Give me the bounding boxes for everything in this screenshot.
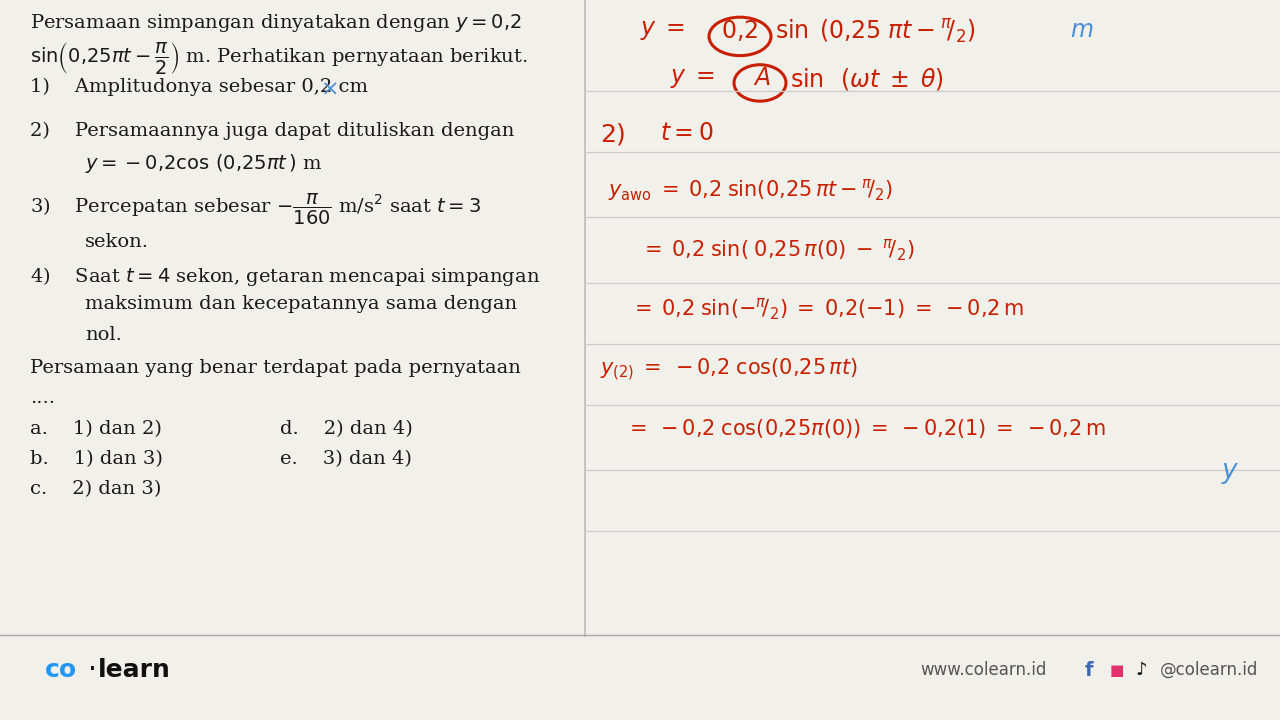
- Text: nol.: nol.: [84, 325, 122, 343]
- Text: $=\;0{,}2\;\sin\!\left(\;0{,}25\,\pi(0)\;-\;{}^{\pi}\!/_{2}\right)$: $=\;0{,}2\;\sin\!\left(\;0{,}25\,\pi(0)\…: [640, 238, 914, 264]
- Text: $y$: $y$: [1221, 460, 1240, 486]
- Text: c.    2) dan 3): c. 2) dan 3): [29, 480, 161, 498]
- Text: @colearn.id: @colearn.id: [1160, 661, 1258, 679]
- Text: $t=0$: $t=0$: [660, 122, 714, 145]
- Text: sekon.: sekon.: [84, 233, 148, 251]
- Text: $2)$: $2)$: [600, 122, 626, 148]
- Text: e.    3) dan 4): e. 3) dan 4): [280, 450, 412, 468]
- Text: $0{,}2$: $0{,}2$: [722, 18, 759, 43]
- Text: 1)    Amplitudonya sebesar 0,2 cm: 1) Amplitudonya sebesar 0,2 cm: [29, 78, 369, 96]
- Text: $\sin\;\left(0{,}25\;\pi t - {}^{\pi}\!/_{2}\right)$: $\sin\;\left(0{,}25\;\pi t - {}^{\pi}\!/…: [774, 18, 975, 46]
- Text: $=\;0{,}2\;\sin\!\left(-{}^{\pi}\!/_{2}\right)\;=\;0{,}2(-1)\;=\;-0{,}2\,\mathrm: $=\;0{,}2\;\sin\!\left(-{}^{\pi}\!/_{2}\…: [630, 297, 1024, 322]
- Text: 2)    Persamaannya juga dapat dituliskan dengan: 2) Persamaannya juga dapat dituliskan de…: [29, 122, 515, 140]
- Text: $y\;=\;$: $y\;=\;$: [669, 66, 714, 90]
- Text: $\times$: $\times$: [320, 78, 338, 100]
- Text: $\sin\!\left(0{,}25\pi t - \dfrac{\pi}{2}\right)$ m. Perhatikan pernyataan berik: $\sin\!\left(0{,}25\pi t - \dfrac{\pi}{2…: [29, 40, 527, 76]
- Text: $y_{(2)}\;=\;-0{,}2\;\cos\!\left(0{,}25\,\pi t\right)$: $y_{(2)}\;=\;-0{,}2\;\cos\!\left(0{,}25\…: [600, 356, 858, 382]
- Text: f: f: [1085, 661, 1093, 680]
- Text: co: co: [45, 658, 77, 682]
- Text: d.    2) dan 4): d. 2) dan 4): [280, 420, 412, 438]
- Text: 4)    Saat $t=4$ sekon, getaran mencapai simpangan: 4) Saat $t=4$ sekon, getaran mencapai si…: [29, 265, 540, 288]
- Text: a.    1) dan 2): a. 1) dan 2): [29, 420, 161, 438]
- Text: maksimum dan kecepatannya sama dengan: maksimum dan kecepatannya sama dengan: [84, 295, 517, 313]
- Text: 3)    Percepatan sebesar $-\dfrac{\pi}{160}$ m/s$^{2}$ saat $t = 3$: 3) Percepatan sebesar $-\dfrac{\pi}{160}…: [29, 192, 481, 228]
- Text: ■: ■: [1110, 662, 1124, 678]
- Text: Persamaan yang benar terdapat pada pernyataan: Persamaan yang benar terdapat pada perny…: [29, 359, 521, 377]
- Text: $=\;-0{,}2\;\cos\!\left(0{,}25\pi(0)\right)\;=\;-0{,}2(1)\;=\;-0{,}2\,\mathrm{m}: $=\;-0{,}2\;\cos\!\left(0{,}25\pi(0)\rig…: [625, 417, 1106, 440]
- Text: $y = -0{,}2\cos\,(0{,}25\pi t\,)$ m: $y = -0{,}2\cos\,(0{,}25\pi t\,)$ m: [84, 152, 323, 175]
- Text: www.colearn.id: www.colearn.id: [920, 661, 1046, 679]
- Text: ....: ....: [29, 390, 55, 408]
- Text: $m$: $m$: [1070, 18, 1093, 42]
- Text: ·: ·: [88, 656, 97, 684]
- Text: Persamaan simpangan dinyatakan dengan $y = 0{,}2$: Persamaan simpangan dinyatakan dengan $y…: [29, 12, 522, 34]
- Text: $y\;=\;$: $y\;=\;$: [640, 18, 685, 42]
- Text: learn: learn: [99, 658, 170, 682]
- Text: $A$: $A$: [753, 66, 771, 90]
- Text: ♪: ♪: [1135, 661, 1147, 679]
- Text: $\sin\;\;(\omega t\;\pm\;\theta)$: $\sin\;\;(\omega t\;\pm\;\theta)$: [790, 66, 945, 91]
- Text: b.    1) dan 3): b. 1) dan 3): [29, 450, 163, 468]
- Text: $y_{\rm awo}\;=\;0{,}2\;\sin\!\left(0{,}25\,\pi t - {}^{\pi}\!/_{2}\right)$: $y_{\rm awo}\;=\;0{,}2\;\sin\!\left(0{,}…: [608, 177, 893, 203]
